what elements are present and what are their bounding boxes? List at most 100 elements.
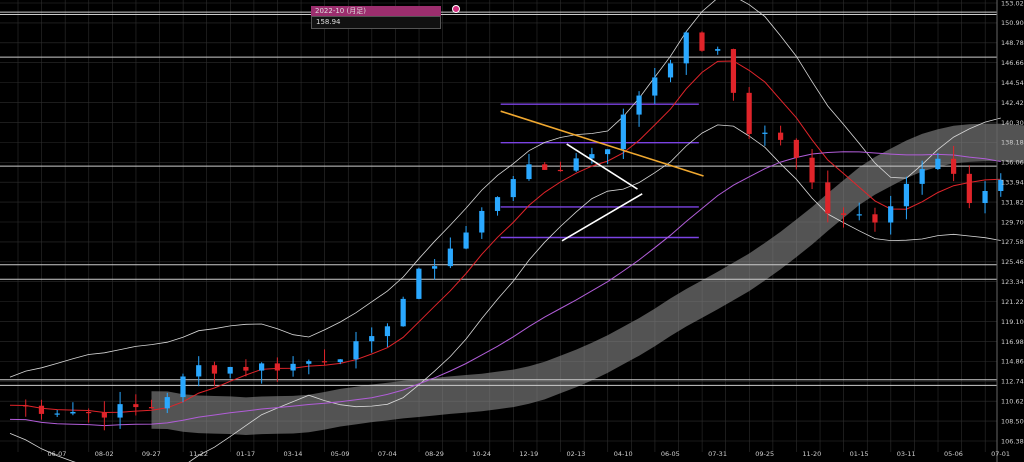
y-tick-label: 129.70 xyxy=(1001,218,1024,226)
candle-body xyxy=(825,182,831,214)
candle-body xyxy=(605,149,611,155)
y-tick-label: 123.34 xyxy=(1001,278,1024,286)
candle-body xyxy=(746,92,752,134)
candle-body xyxy=(259,363,265,371)
ma-purple-line xyxy=(9,151,1001,427)
x-tick-label: 08-02 xyxy=(95,450,114,458)
candle-body xyxy=(432,266,438,269)
candle-body xyxy=(117,404,123,418)
x-tick-label: 08-29 xyxy=(425,450,444,458)
x-tick-label: 04-10 xyxy=(614,450,633,458)
x-tick-label: 01-17 xyxy=(236,450,255,458)
horizontal-levels xyxy=(0,11,997,386)
x-tick-label: 09-27 xyxy=(142,450,161,458)
y-tick-label: 108.50 xyxy=(1001,417,1024,425)
y-tick-label: 133.94 xyxy=(1001,178,1024,186)
marker-pin-icon[interactable] xyxy=(452,5,460,13)
candle-body xyxy=(919,169,925,184)
candle-body xyxy=(243,366,249,371)
y-tick-label: 148.78 xyxy=(1001,39,1024,47)
candle-body xyxy=(557,169,564,172)
candle-body xyxy=(321,361,328,363)
x-tick-label: 09-25 xyxy=(755,450,774,458)
trendline xyxy=(500,110,704,177)
candle-body xyxy=(494,197,501,211)
candle-body xyxy=(148,407,155,409)
candle-body xyxy=(982,190,988,204)
x-tick-label: 05-06 xyxy=(944,450,963,458)
x-tick-label: 02-13 xyxy=(567,450,586,458)
candle-body xyxy=(526,164,532,180)
y-tick-label: 127.58 xyxy=(1001,238,1024,246)
candle-body xyxy=(856,214,862,216)
candle-body xyxy=(400,298,406,327)
y-tick-label: 112.74 xyxy=(1001,378,1024,386)
candle-body xyxy=(778,132,784,140)
ma-red-line xyxy=(9,60,1001,414)
y-tick-label: 110.62 xyxy=(1001,397,1024,405)
price-axis: 153.02 150.90 148.78 146.66 144.54 142.42 140.… xyxy=(1001,0,1024,445)
trendline xyxy=(566,143,638,190)
candle-body xyxy=(793,139,799,158)
candle-body xyxy=(101,412,107,418)
trendlines xyxy=(500,110,704,242)
candle-body xyxy=(274,363,280,371)
x-tick-label: 11-20 xyxy=(802,450,821,458)
trendline xyxy=(561,193,643,242)
candle-body xyxy=(762,132,768,134)
bollinger-bands xyxy=(9,0,1001,462)
candle-body xyxy=(683,32,689,64)
candle-body xyxy=(463,232,469,249)
tooltip-period: 2022-10 (月足) xyxy=(311,6,441,16)
candle-body xyxy=(667,63,674,78)
y-tick-label: 136.06 xyxy=(1001,159,1024,167)
candle-body xyxy=(23,405,29,407)
tooltip-price: 158.94 xyxy=(311,16,441,29)
y-tick-label: 138.18 xyxy=(1001,139,1024,147)
y-tick-label: 121.22 xyxy=(1001,298,1024,306)
candle-body xyxy=(227,366,233,374)
candle-body xyxy=(998,179,1004,191)
candlesticks xyxy=(23,31,1004,431)
candle-body xyxy=(196,365,202,377)
candle-body xyxy=(620,114,626,150)
candle-body xyxy=(38,405,45,414)
y-tick-label: 142.42 xyxy=(1001,99,1024,107)
candle-body xyxy=(337,359,343,363)
x-tick-label: 06-05 xyxy=(661,450,680,458)
candle-body xyxy=(384,326,391,337)
x-tick-label: 11-22 xyxy=(189,450,208,458)
y-tick-label: 131.82 xyxy=(1001,198,1024,206)
y-tick-label: 146.66 xyxy=(1001,59,1024,67)
candle-body xyxy=(542,164,548,170)
candle-body xyxy=(699,32,705,51)
candle-body xyxy=(416,268,422,299)
moving-averages xyxy=(9,60,1001,427)
candle-body xyxy=(70,411,76,414)
candle-body xyxy=(840,213,847,215)
y-tick-label: 125.46 xyxy=(1001,258,1024,266)
x-tick-label: 03-11 xyxy=(897,450,916,458)
candle-body xyxy=(510,179,516,198)
candle-body xyxy=(211,365,218,374)
x-tick-label: 03-14 xyxy=(283,450,302,458)
candle-body xyxy=(888,206,894,223)
candle-body xyxy=(306,361,312,364)
x-tick-label: 01-15 xyxy=(850,450,869,458)
candle-body xyxy=(589,154,595,159)
candle-body xyxy=(54,413,60,415)
x-tick-label: 06-07 xyxy=(48,450,67,458)
x-tick-label: 07-04 xyxy=(378,450,397,458)
x-tick-label: 10-24 xyxy=(472,450,491,458)
candle-body xyxy=(809,157,815,183)
grid xyxy=(0,0,997,452)
candle-body xyxy=(903,183,910,207)
price-tooltip: 2022-10 (月足) 158.94 xyxy=(311,6,441,29)
y-tick-label: 144.54 xyxy=(1001,79,1024,87)
upper-band xyxy=(9,0,1001,378)
candle-body xyxy=(479,210,485,233)
lower-band xyxy=(9,124,1001,462)
candle-body xyxy=(573,158,579,171)
candle-body xyxy=(353,341,359,360)
